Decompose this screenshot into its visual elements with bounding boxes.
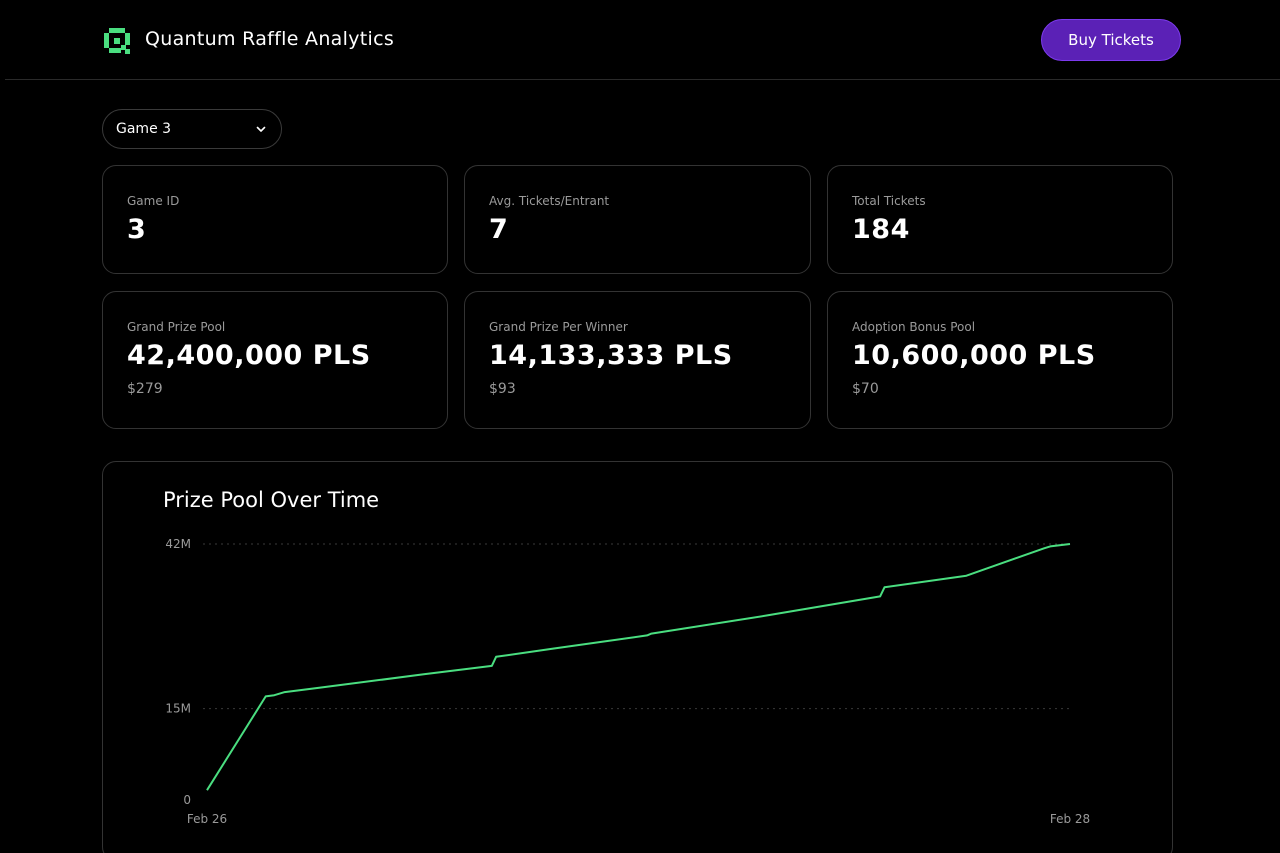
stat-usd-value: $93 xyxy=(489,381,516,397)
stat-value: 7 xyxy=(489,214,509,245)
x-tick-label: Feb 26 xyxy=(187,812,227,826)
stat-value: 10,600,000 PLS xyxy=(852,340,1096,371)
prize-pool-chart: 0 15M 42M Feb 26 Feb 28 xyxy=(165,537,1090,826)
y-tick-label: 15M xyxy=(165,702,191,716)
stat-label: Adoption Bonus Pool xyxy=(852,320,976,334)
quantum-logo-icon[interactable] xyxy=(104,28,130,54)
stat-label: Grand Prize Pool xyxy=(127,320,226,334)
stat-label: Avg. Tickets/Entrant xyxy=(489,194,610,208)
chart-title: Prize Pool Over Time xyxy=(163,488,380,512)
prize-pool-series-line xyxy=(206,543,1071,791)
stat-value: 14,133,333 PLS xyxy=(489,340,733,371)
buy-tickets-button[interactable]: Buy Tickets xyxy=(1041,19,1181,61)
game-selector[interactable]: Game 3 xyxy=(102,109,282,149)
stat-label: Game ID xyxy=(127,194,180,208)
stat-usd-value: $279 xyxy=(127,381,163,397)
stat-label: Grand Prize Per Winner xyxy=(489,320,628,334)
stat-value: 42,400,000 PLS xyxy=(127,340,371,371)
stat-usd-value: $70 xyxy=(852,381,879,397)
y-tick-label: 0 xyxy=(183,793,191,807)
stat-value: 3 xyxy=(127,214,147,245)
stat-card-grand-prize-per-winner: Grand Prize Per Winner 14,133,333 PLS $9… xyxy=(464,291,811,429)
stat-value: 184 xyxy=(852,214,910,245)
stat-card-grand-prize-pool: Grand Prize Pool 42,400,000 PLS $279 xyxy=(102,291,448,429)
chevron-down-icon xyxy=(256,126,266,132)
game-selector-value: Game 3 xyxy=(116,121,172,137)
stat-card-total-tickets: Total Tickets 184 xyxy=(827,165,1173,274)
stat-card-avg-tickets: Avg. Tickets/Entrant 7 xyxy=(464,165,811,274)
stat-card-game-id: Game ID 3 xyxy=(102,165,448,274)
y-tick-label: 42M xyxy=(165,537,191,551)
stat-card-adoption-bonus-pool: Adoption Bonus Pool 10,600,000 PLS $70 xyxy=(827,291,1173,429)
app-title: Quantum Raffle Analytics xyxy=(145,28,395,50)
prize-pool-chart-card: Prize Pool Over Time 0 15M 42M Feb 26 Feb 28 xyxy=(102,461,1173,853)
x-tick-label: Feb 28 xyxy=(1050,812,1090,826)
stat-label: Total Tickets xyxy=(852,194,926,208)
top-bar: Quantum Raffle Analytics Buy Tickets xyxy=(5,0,1280,80)
